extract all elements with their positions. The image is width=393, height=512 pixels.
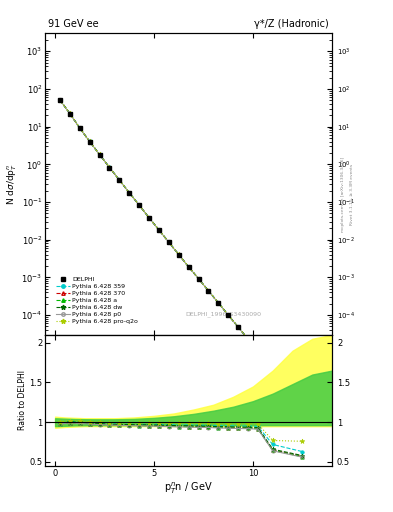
- Text: Rivet 3.1.10, ≥ 3.3M events: Rivet 3.1.10, ≥ 3.3M events: [350, 164, 354, 225]
- X-axis label: p$_T^n$n / GeV: p$_T^n$n / GeV: [164, 480, 213, 496]
- Text: γ*/Z (Hadronic): γ*/Z (Hadronic): [254, 19, 329, 29]
- Y-axis label: Ratio to DELPHI: Ratio to DELPHI: [18, 370, 26, 431]
- Y-axis label: N d$\sigma$/dp$_T^n$: N d$\sigma$/dp$_T^n$: [5, 163, 18, 205]
- Text: 91 GeV ee: 91 GeV ee: [48, 19, 99, 29]
- Legend: DELPHI, Pythia 6.428 359, Pythia 6.428 370, Pythia 6.428 a, Pythia 6.428 dw, Pyt: DELPHI, Pythia 6.428 359, Pythia 6.428 3…: [54, 275, 140, 326]
- Text: DELPHI_1996_S3430090: DELPHI_1996_S3430090: [185, 311, 261, 317]
- Text: mcplots.cern.ch [arXiv:1306.3436]: mcplots.cern.ch [arXiv:1306.3436]: [341, 157, 345, 232]
